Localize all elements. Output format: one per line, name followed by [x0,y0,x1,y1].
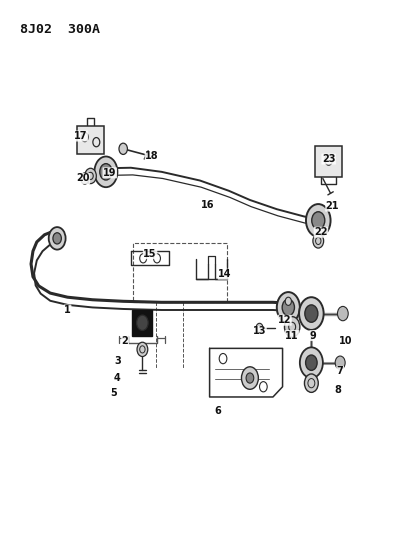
Text: 2: 2 [122,336,128,346]
Circle shape [300,348,323,378]
Text: 23: 23 [322,154,335,164]
Circle shape [137,315,148,330]
Circle shape [284,317,300,337]
Circle shape [119,143,128,155]
Circle shape [53,233,61,244]
Text: 16: 16 [201,200,214,210]
Text: 11: 11 [286,330,299,341]
Text: 17: 17 [74,131,88,141]
Text: 3: 3 [114,356,121,366]
Circle shape [335,356,345,369]
Text: 6: 6 [214,406,221,416]
Circle shape [306,204,330,237]
Circle shape [299,297,324,330]
Circle shape [242,367,258,389]
Bar [133,244,227,302]
Text: 12: 12 [278,315,291,325]
Circle shape [338,306,348,321]
Circle shape [256,324,263,333]
Text: 21: 21 [326,201,339,211]
Text: 8: 8 [335,385,342,395]
Circle shape [100,164,112,180]
Circle shape [137,342,148,357]
Bar [315,146,342,177]
Text: 19: 19 [103,168,116,178]
Text: 5: 5 [110,389,117,398]
Circle shape [94,157,118,187]
Text: 8J02  300A: 8J02 300A [20,23,100,36]
Circle shape [85,168,96,183]
Text: 4: 4 [114,373,121,383]
Bar [77,126,104,154]
Circle shape [80,173,89,184]
Text: 9: 9 [310,330,317,341]
Circle shape [49,227,66,249]
Text: 10: 10 [339,336,353,346]
Circle shape [282,299,294,316]
Text: 7: 7 [337,366,344,376]
Text: 13: 13 [253,327,266,336]
Circle shape [277,292,300,323]
Text: 1: 1 [64,305,71,315]
Text: 14: 14 [218,269,232,279]
Circle shape [304,374,318,392]
Text: 18: 18 [145,151,159,161]
Circle shape [313,234,324,248]
Circle shape [305,305,318,322]
Circle shape [306,355,317,370]
Text: 15: 15 [143,249,157,259]
Text: 20: 20 [76,173,90,183]
Circle shape [312,212,325,229]
Bar [132,310,152,336]
Circle shape [285,297,291,305]
Text: 22: 22 [314,227,328,237]
Circle shape [246,373,254,383]
